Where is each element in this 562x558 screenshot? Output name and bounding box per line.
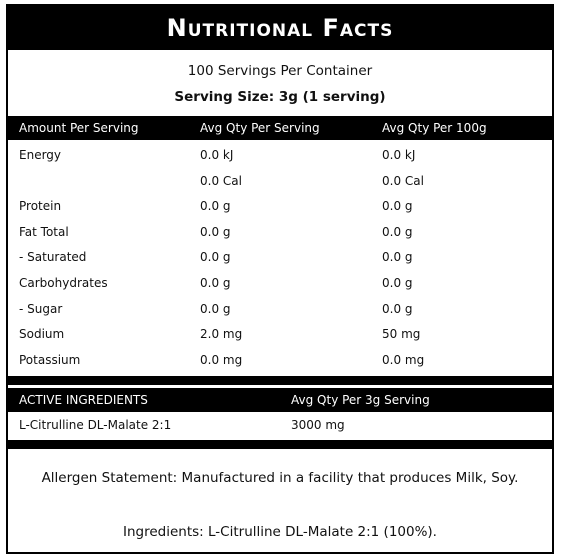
nutrient-per-100g: 0.0 g <box>382 276 413 290</box>
section-divider <box>8 440 552 449</box>
nutrient-per-100g: 0.0 g <box>382 199 413 214</box>
nutrient-name: - Sugar <box>19 301 63 316</box>
section-divider <box>8 376 552 385</box>
nutrient-per-100g: 0.0 Cal <box>382 173 424 188</box>
nutrition-header-row: Amount Per Serving Avg Qty Per Serving A… <box>8 116 552 140</box>
nutrition-row: Carbohydrates 0.0 g 0.0 g <box>8 271 552 296</box>
nutrient-per-serving: 0.0 mg <box>200 352 243 367</box>
active-header-row: ACTIVE INGREDIENTS Avg Qty Per 3g Servin… <box>8 388 552 412</box>
nutrition-row: 0.0 Cal 0.0 Cal <box>8 169 552 194</box>
nutrition-row: Protein 0.0 g 0.0 g <box>8 194 552 219</box>
nutrient-name: - Saturated <box>19 250 87 265</box>
nutrition-row: Fat Total 0.0 g 0.0 g <box>8 220 552 245</box>
nutrient-per-100g: 0.0 g <box>382 250 413 265</box>
nutrition-row: Sodium 2.0 mg 50 mg <box>8 322 552 347</box>
nutrient-per-serving: 0.0 g <box>200 224 231 239</box>
allergen-statement: Allergen Statement: Manufactured in a fa… <box>41 470 519 486</box>
panel-title: Nutritional Facts <box>8 6 552 50</box>
nutrient-per-100g: 50 mg <box>382 327 421 342</box>
active-ingredient-qty: 3000 mg <box>291 418 345 432</box>
nutrient-name: Energy <box>19 148 62 162</box>
ingredients-statement: Ingredients: L-Citrulline DL-Malate 2:1 … <box>123 524 437 540</box>
nutrient-per-serving: 2.0 mg <box>200 327 243 342</box>
active-ingredient-row: L-Citrulline DL-Malate 2:1 3000 mg <box>8 413 552 438</box>
nutrient-per-100g: 0.0 kJ <box>382 148 416 162</box>
servings-per-container: 100 Servings Per Container <box>187 63 373 79</box>
nutrient-per-100g: 0.0 g <box>382 301 413 316</box>
header-avg-qty-per-3g: Avg Qty Per 3g Serving <box>291 393 430 407</box>
nutrient-name: Carbohydrates <box>19 276 108 290</box>
nutrition-facts-panel: Nutritional Facts 100 Servings Per Conta… <box>6 4 554 554</box>
nutrient-name: Protein <box>19 199 62 214</box>
nutrient-per-serving: 0.0 g <box>200 199 231 214</box>
nutrient-per-serving: 0.0 g <box>200 276 231 290</box>
nutrient-per-serving: 0.0 g <box>200 301 231 316</box>
nutrient-name: Potassium <box>19 352 81 367</box>
serving-size: Serving Size: 3g (1 serving) <box>174 89 386 105</box>
nutrient-name: Fat Total <box>19 224 69 239</box>
header-avg-qty-per-serving: Avg Qty Per Serving <box>200 121 320 135</box>
nutrient-name: Sodium <box>19 327 65 342</box>
nutrient-per-serving: 0.0 kJ <box>200 148 234 162</box>
header-active-ingredients: ACTIVE INGREDIENTS <box>19 393 148 407</box>
nutrient-per-serving: 0.0 g <box>200 250 231 265</box>
nutrition-row: - Saturated 0.0 g 0.0 g <box>8 245 552 270</box>
nutrition-row: Potassium 0.0 mg 0.0 mg <box>8 348 552 373</box>
nutrient-per-100g: 0.0 g <box>382 224 413 239</box>
nutrition-row: Energy 0.0 kJ 0.0 kJ <box>8 143 552 168</box>
nutrient-per-100g: 0.0 mg <box>382 352 425 367</box>
header-avg-qty-per-100g: Avg Qty Per 100g <box>382 121 487 135</box>
active-ingredient-name: L-Citrulline DL-Malate 2:1 <box>19 418 172 432</box>
nutrition-row: - Sugar 0.0 g 0.0 g <box>8 297 552 322</box>
nutrient-per-serving: 0.0 Cal <box>200 173 242 188</box>
header-amount-per-serving: Amount Per Serving <box>19 121 139 135</box>
